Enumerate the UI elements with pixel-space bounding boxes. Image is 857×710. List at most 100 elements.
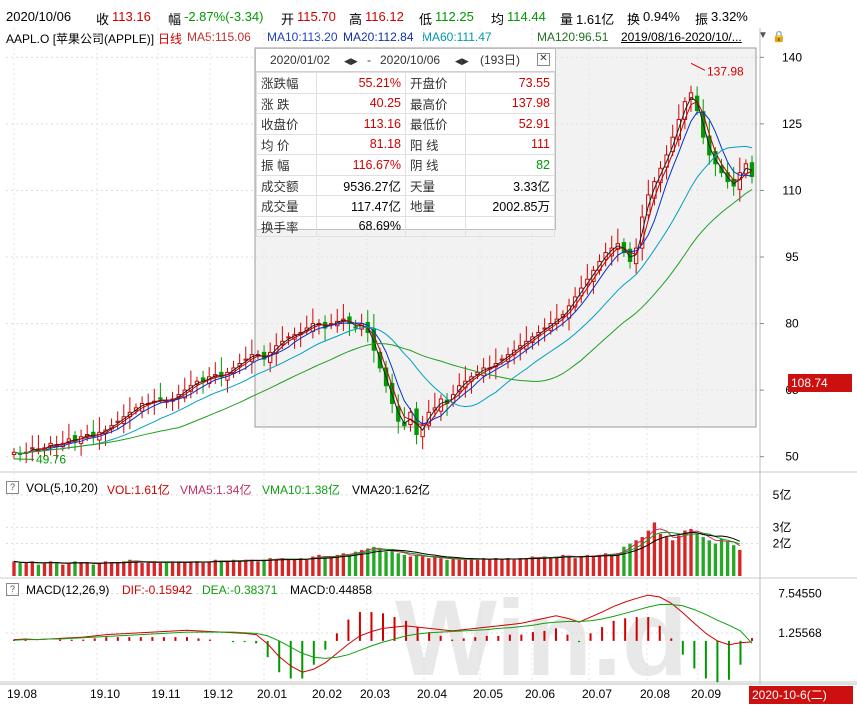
- volume-bar: [55, 563, 59, 576]
- volume-bar: [390, 550, 394, 576]
- time-tick-label: 20.02: [312, 687, 342, 701]
- volume-bar: [311, 556, 315, 576]
- price-tick-label: 110: [782, 183, 801, 197]
- open-value: 115.70: [297, 9, 336, 24]
- stats-label: 均 价: [256, 133, 317, 155]
- vol-legend: ? VOL(5,10,20) VOL:1.61亿 VMA5:1.34亿 VMA1…: [0, 480, 760, 497]
- volume-bar: [18, 563, 22, 576]
- volume-bar: [42, 563, 47, 576]
- volume-bar: [109, 563, 114, 576]
- stats-value: 81.18: [315, 133, 406, 155]
- dropdown-arrow-icon[interactable]: ▼: [758, 30, 768, 41]
- volume-bar: [695, 533, 699, 576]
- range-stats-table: 涨跌幅 55.21% 开盘价 73.55 涨 跌 40.25 最高价 137.98 收盘价 113…: [256, 72, 556, 237]
- macd-tick-label: 7.54550: [778, 587, 822, 601]
- vol-tick-label: 2亿: [773, 536, 792, 551]
- volume-bar: [610, 554, 614, 576]
- volume-bar: [597, 554, 602, 576]
- volume-bar: [555, 556, 559, 576]
- volume-bar: [738, 549, 742, 576]
- help-icon[interactable]: ?: [6, 583, 19, 596]
- volume-bar: [335, 554, 339, 576]
- stats-label: 振 幅: [256, 154, 317, 176]
- volume-bar: [603, 553, 608, 576]
- volume-bar: [158, 563, 163, 576]
- range-end-arrows-icon[interactable]: ◀▶: [455, 56, 469, 66]
- volume-bar: [451, 558, 455, 576]
- stats-label: 成交量: [256, 195, 317, 217]
- volume-bar: [683, 530, 687, 576]
- volume-bar: [573, 558, 577, 576]
- volume-bar: [530, 556, 535, 576]
- period-label[interactable]: 日线: [158, 32, 183, 46]
- volume-bar: [122, 561, 126, 576]
- candle-body: [719, 165, 724, 174]
- stats-label: 地量: [404, 195, 466, 217]
- stats-label: 换手率: [256, 215, 317, 237]
- candle-body: [158, 397, 163, 400]
- volume-bar: [280, 558, 285, 576]
- volume-bar: [414, 554, 419, 576]
- vol-indicator-name[interactable]: VOL(5,10,20): [26, 481, 99, 495]
- volume-bar: [164, 563, 169, 576]
- vma10-label: VMA10:1.38亿: [262, 483, 341, 497]
- stats-label: 涨 跌: [256, 92, 317, 114]
- vma5-line: [13, 528, 741, 565]
- dif-line: [13, 594, 753, 673]
- volume-bar: [579, 556, 583, 576]
- volume-bar: [250, 559, 254, 576]
- stats-label: 成交额: [256, 174, 317, 196]
- close-icon[interactable]: ✕: [537, 53, 550, 66]
- range-stats-panel: 2020/01/02 ◀▶ - 2020/10/06 ◀▶ (193日) ✕ 涨…: [255, 48, 556, 237]
- candle-body: [420, 425, 425, 438]
- volume-bar: [256, 561, 260, 576]
- range-start-arrows-icon[interactable]: ◀▶: [344, 56, 358, 66]
- max-pointer: [690, 62, 706, 71]
- help-icon[interactable]: ?: [6, 481, 19, 494]
- stats-value: [464, 215, 556, 237]
- lock-icon[interactable]: 🔒: [772, 31, 786, 43]
- volume-bar: [616, 553, 620, 576]
- range-stats-header: 2020/01/02 ◀▶ - 2020/10/06 ◀▶ (193日) ✕: [256, 49, 555, 72]
- high-value: 116.12: [365, 9, 404, 24]
- low-value: 112.25: [435, 9, 474, 24]
- stats-value: 3.33亿: [464, 174, 556, 196]
- stats-label: 收盘价: [256, 113, 317, 135]
- stats-row: 成交量 117.47亿 地量 2002.85万: [256, 195, 556, 217]
- volume-bar: [24, 563, 28, 576]
- time-tick-label: 20.09: [691, 687, 721, 701]
- vma20-line: [13, 531, 740, 564]
- volume-bar: [689, 528, 693, 576]
- volume-bar: [103, 561, 108, 576]
- stats-row: 收盘价 113.16 最低价 52.91: [256, 113, 556, 135]
- volume-bar: [183, 563, 187, 576]
- ma60-line: [13, 145, 753, 454]
- ma120-line: [13, 189, 753, 454]
- time-tick-label: 20.05: [473, 687, 503, 701]
- turn-value: 0.94%: [643, 9, 680, 24]
- ticker-label[interactable]: AAPL.O [苹果公司(APPLE)]: [6, 32, 155, 46]
- ma20-label: MA20:112.84: [343, 30, 414, 44]
- volume-bar: [274, 559, 278, 576]
- candle-body: [414, 408, 419, 435]
- stats-value: 111: [464, 133, 556, 155]
- price-tick-label: 140: [782, 50, 802, 64]
- moving-average-lines: [13, 96, 753, 454]
- volume-bar: [707, 540, 711, 576]
- macd-indicator-name[interactable]: MACD(12,26,9): [26, 583, 110, 597]
- volume-bar: [585, 554, 589, 576]
- max-label: 137.98: [707, 64, 744, 78]
- time-tick-label: 20.08: [640, 687, 670, 701]
- volume-bar: [646, 530, 650, 576]
- volume-bar: [518, 558, 522, 576]
- date-range-label[interactable]: 2019/08/16-2020/10/...: [621, 30, 742, 44]
- macd-tick-label: 1.25568: [778, 626, 822, 640]
- volume-bar: [201, 563, 205, 576]
- price-tag: 108.74: [788, 374, 852, 392]
- volume-bar: [561, 554, 565, 576]
- volume-bar: [445, 559, 449, 576]
- volume-bar: [420, 556, 425, 576]
- volume-bar: [396, 553, 400, 576]
- time-tick-label: 20.01: [257, 687, 287, 701]
- chg-label: 幅: [168, 12, 182, 27]
